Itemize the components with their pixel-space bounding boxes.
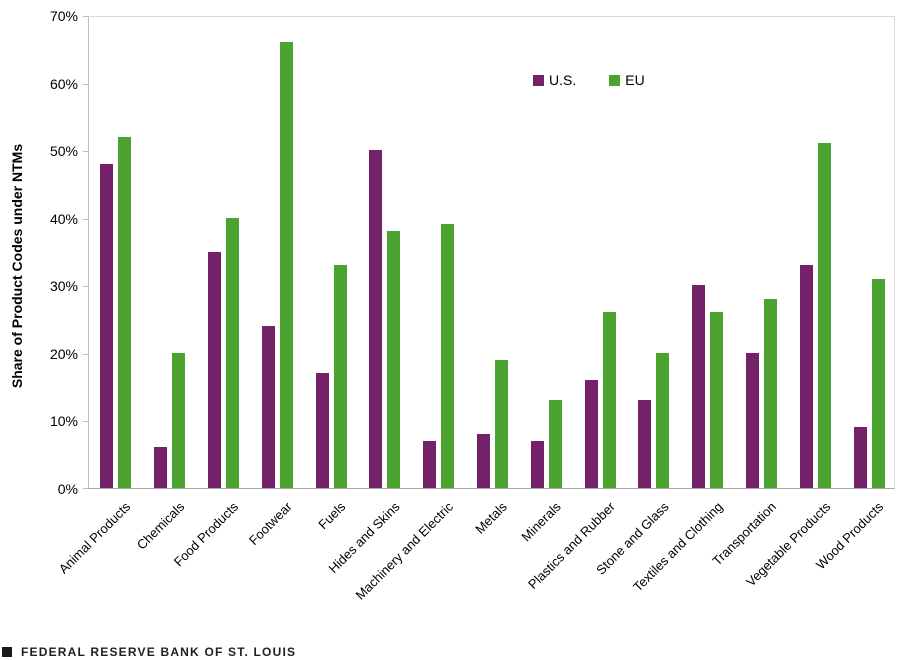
y-tick-mark xyxy=(83,16,88,17)
y-tick-label: 70% xyxy=(49,8,78,24)
bar-us-stone-and-glass xyxy=(638,400,652,488)
bar-us-textiles-and-clothing xyxy=(692,285,706,488)
legend-item-us: U.S. xyxy=(533,73,576,87)
plot-area xyxy=(88,16,895,489)
x-category-label: Footwear xyxy=(245,499,295,548)
bar-us-machinery-and-electric xyxy=(423,440,437,488)
x-category-label: Machinery and Electric xyxy=(352,499,457,603)
legend: U.S. EU xyxy=(533,73,645,87)
legend-item-eu: EU xyxy=(609,72,645,88)
y-tick-mark xyxy=(83,488,88,489)
legend-swatch-icon xyxy=(609,74,621,86)
bar-us-minerals xyxy=(530,440,544,488)
bar-us-transportation xyxy=(746,352,759,488)
bar-us-hides-and-skins xyxy=(369,150,383,488)
x-category-label: Fuels xyxy=(315,499,349,533)
bar-us-fuels xyxy=(315,373,329,488)
legend-label: EU xyxy=(625,72,645,88)
bar-us-chemicals xyxy=(154,447,168,488)
footer-brand-text: FEDERAL RESERVE BANK OF ST. LOUIS xyxy=(21,645,297,659)
bar-us-plastics-and-rubber xyxy=(584,379,598,488)
bar-us-animal-products xyxy=(100,163,114,488)
bar-eu-footwear xyxy=(279,42,293,488)
bar-eu-minerals xyxy=(548,400,562,488)
bar-eu-animal-products xyxy=(118,136,132,488)
x-category-label: Chemicals xyxy=(133,499,188,553)
bar-eu-fuels xyxy=(333,265,347,488)
y-tick-label: 0% xyxy=(57,481,78,497)
x-category-label: Textiles and Clothing xyxy=(629,499,726,595)
bar-eu-textiles-and-clothing xyxy=(710,312,724,488)
bar-eu-transportation xyxy=(764,298,777,488)
bar-us-metals xyxy=(477,433,490,488)
bar-eu-chemicals xyxy=(172,352,186,488)
y-axis-title: Share of Product Codes under NTMs xyxy=(9,143,25,389)
bar-us-vegetable-products xyxy=(799,265,813,488)
bar-eu-hides-and-skins xyxy=(387,231,401,488)
y-tick-label: 20% xyxy=(49,345,78,362)
y-tick-mark xyxy=(83,421,88,423)
y-tick-mark xyxy=(83,353,88,355)
y-tick-label: 50% xyxy=(49,143,78,160)
y-tick-mark xyxy=(83,83,88,85)
bar-us-footwear xyxy=(261,325,275,488)
y-tick-mark xyxy=(83,286,88,288)
y-tick-mark xyxy=(83,218,88,220)
bar-eu-machinery-and-electric xyxy=(441,224,455,488)
bar-eu-wood-products xyxy=(871,278,885,488)
bar-eu-metals xyxy=(495,359,508,488)
bar-eu-food-products xyxy=(226,217,239,488)
bar-us-wood-products xyxy=(853,427,867,488)
x-category-label: Minerals xyxy=(518,499,564,545)
y-tick-label: 30% xyxy=(49,278,78,295)
legend-label: U.S. xyxy=(549,72,577,88)
y-tick-label: 10% xyxy=(49,413,78,430)
y-tick-label: 60% xyxy=(49,75,78,92)
footer-square-icon xyxy=(2,647,12,657)
bar-eu-vegetable-products xyxy=(817,143,831,488)
bar-us-food-products xyxy=(208,251,221,488)
y-tick-mark xyxy=(83,151,88,153)
legend-swatch-icon xyxy=(533,74,544,86)
x-category-label: Metals xyxy=(472,499,511,537)
y-tick-label: 40% xyxy=(49,210,78,227)
bar-eu-plastics-and-rubber xyxy=(602,312,616,488)
source-footer: FEDERAL RESERVE BANK OF ST. LOUIS xyxy=(2,645,296,659)
x-category-label: Animal Products xyxy=(55,499,134,577)
bar-eu-stone-and-glass xyxy=(656,352,670,488)
